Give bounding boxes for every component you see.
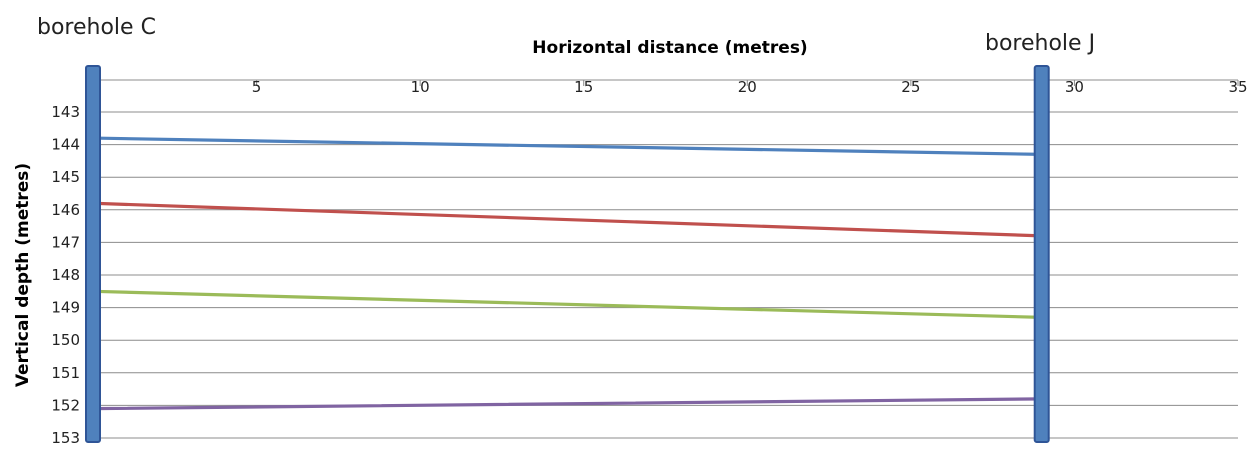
- x-axis-title: Horizontal distance (metres): [532, 38, 807, 58]
- series-line: [91, 289, 1044, 319]
- x-tick-label: 5: [252, 78, 262, 96]
- borehole-label: borehole J: [985, 31, 1095, 56]
- series-line: [91, 201, 1044, 238]
- gridlines: [93, 79, 1239, 439]
- x-tick-label: 25: [901, 78, 920, 96]
- y-tick-label: 148: [51, 266, 80, 284]
- y-tick-label: 151: [51, 364, 80, 382]
- y-tick-label: 153: [51, 429, 80, 447]
- x-tick-label: 20: [738, 78, 757, 96]
- borehole-label: borehole C: [37, 15, 156, 40]
- series-line: [91, 397, 1044, 411]
- x-tick-labels: 5 10 15 20 25 30 35: [252, 78, 1248, 96]
- y-axis-title: Vertical depth (metres): [13, 163, 33, 387]
- series-line: [91, 136, 1044, 156]
- borehole-bars: borehole C borehole J: [37, 15, 1095, 443]
- y-tick-label: 143: [51, 103, 80, 121]
- y-tick-label: 146: [51, 201, 80, 219]
- y-tick-label: 150: [51, 331, 80, 349]
- y-tick-label: 149: [51, 299, 80, 317]
- y-tick-label: 144: [51, 136, 80, 154]
- y-tick-labels: 143 144 145 146 147 148 149 150 151 152 153: [51, 103, 80, 447]
- x-tick-label: 10: [411, 78, 430, 96]
- borehole-bar: [1033, 65, 1050, 443]
- x-tick-label: 15: [574, 78, 593, 96]
- y-tick-label: 145: [51, 168, 80, 186]
- x-tick-label: 35: [1228, 78, 1247, 96]
- y-tick-label: 147: [51, 233, 80, 251]
- x-tick-label: 30: [1065, 78, 1084, 96]
- series-lines: [91, 136, 1044, 411]
- y-tick-label: 152: [51, 396, 80, 414]
- borehole-bar: [85, 65, 101, 443]
